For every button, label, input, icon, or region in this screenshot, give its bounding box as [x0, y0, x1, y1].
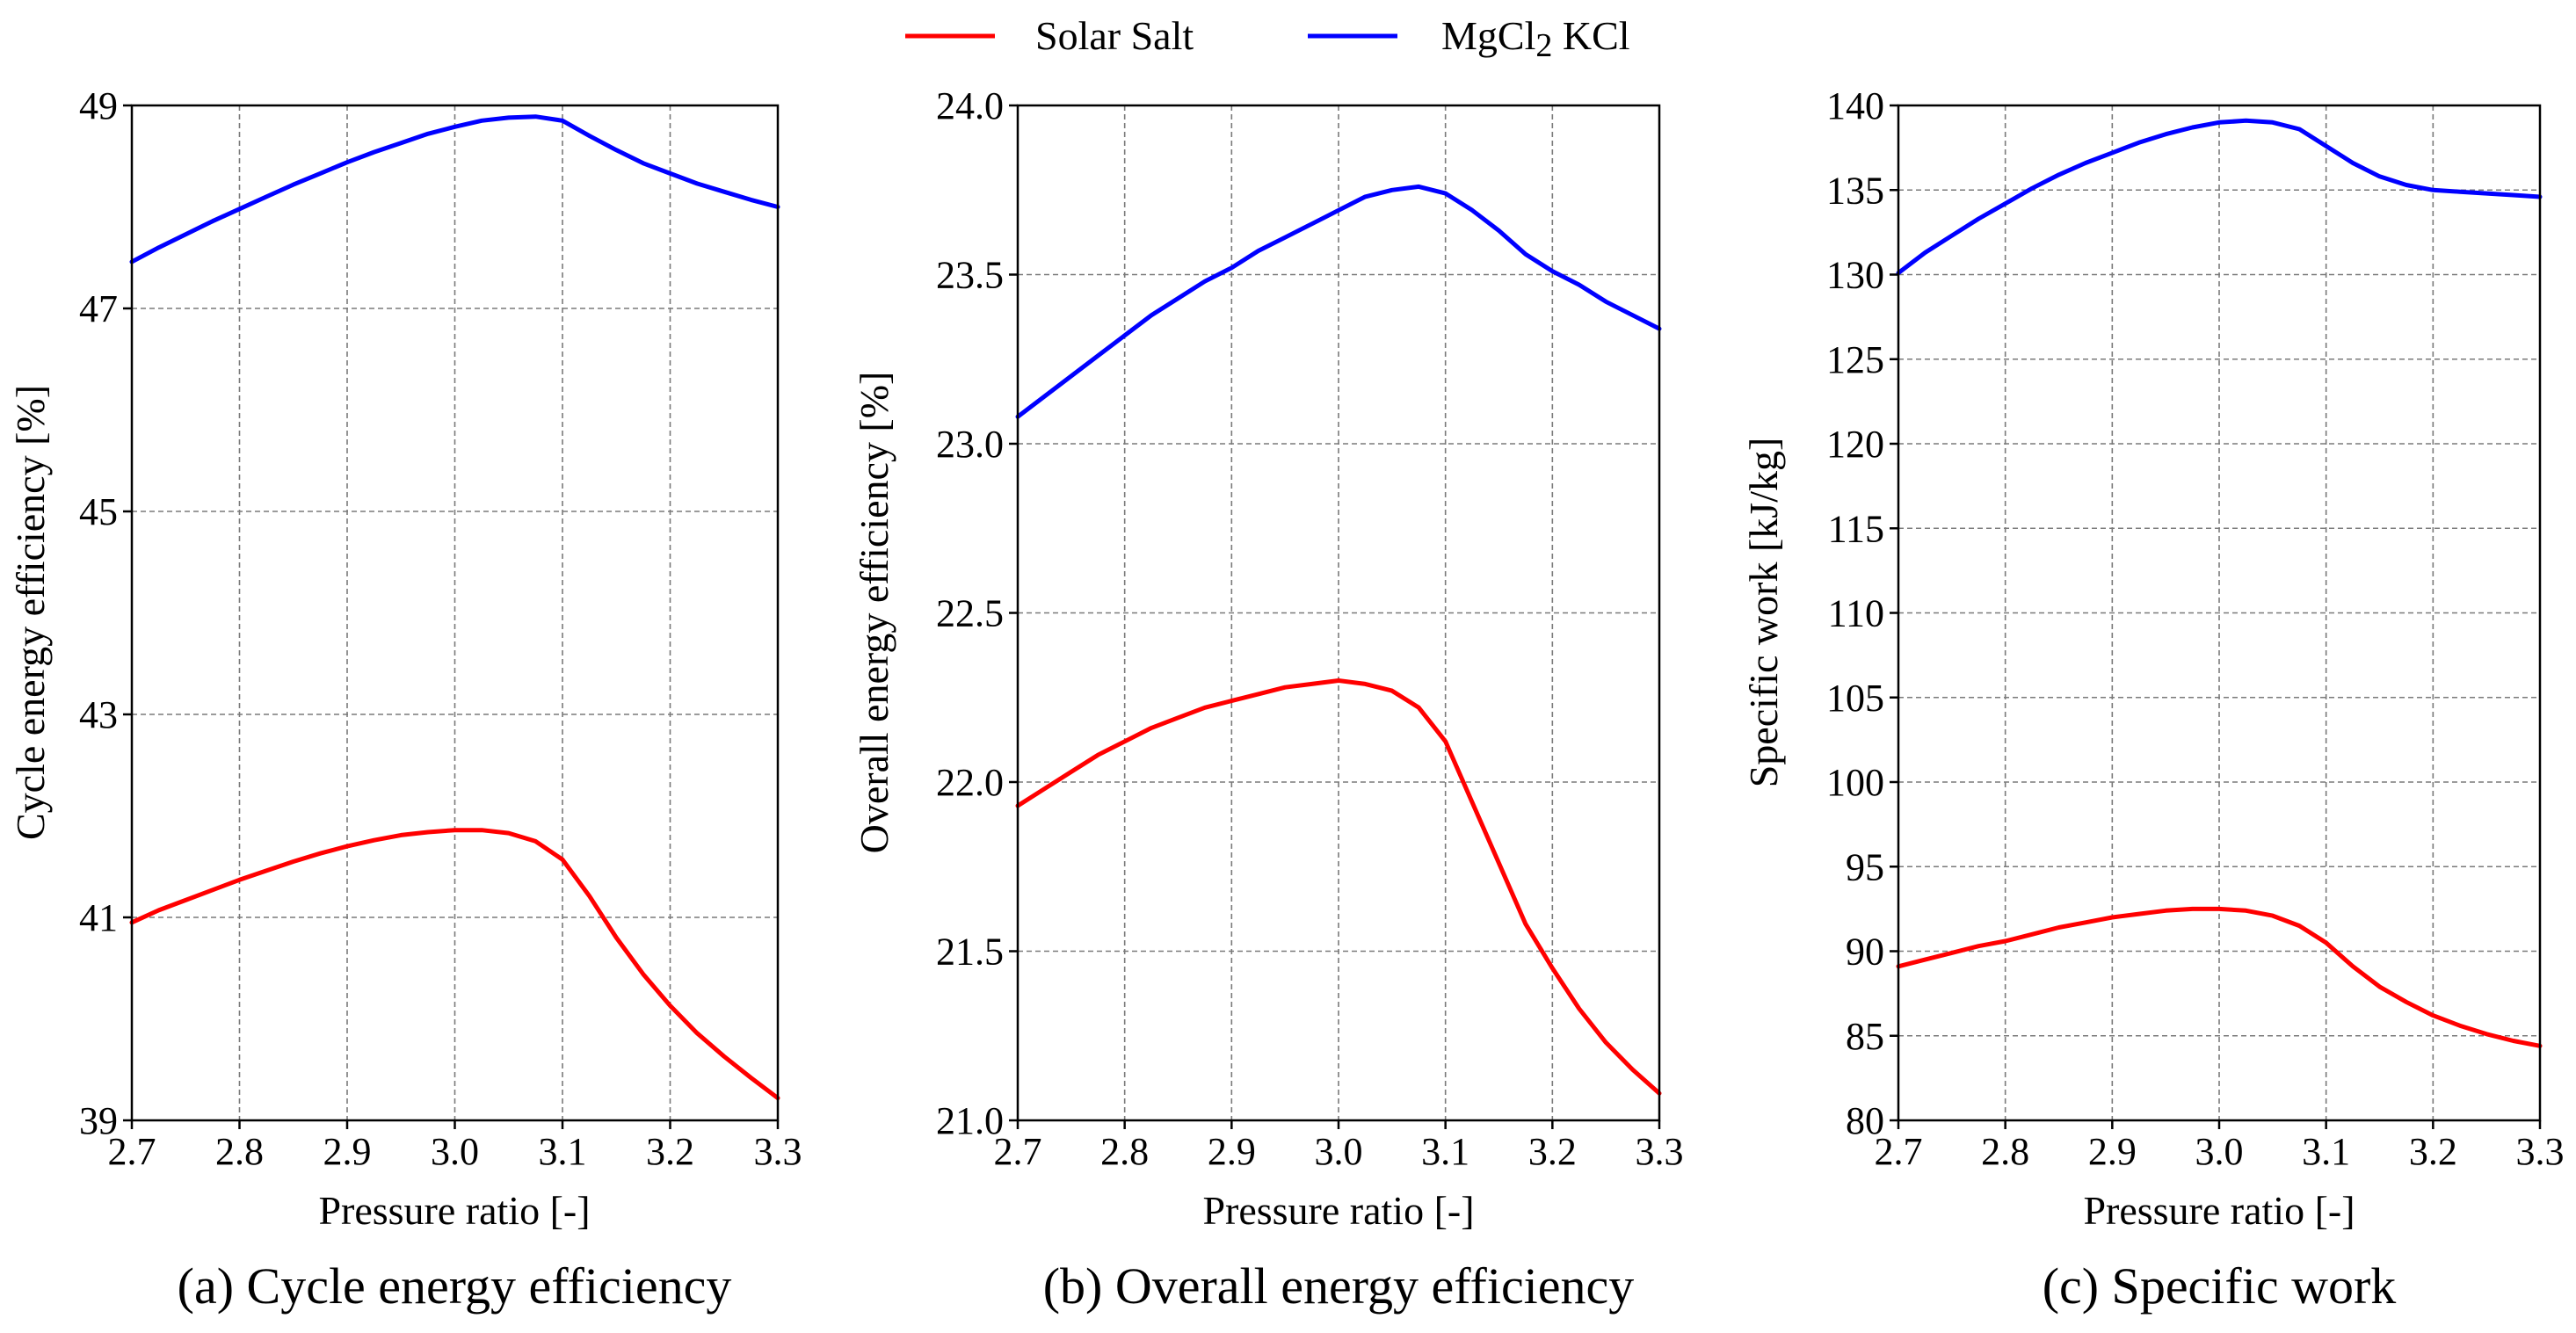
y-tick-label: 135: [1826, 169, 1884, 212]
legend-label-solar-salt: Solar Salt: [1035, 13, 1194, 58]
y-tick-label: 23.0: [936, 423, 1004, 466]
y-axis-label: Overall energy efficiency [%]: [852, 372, 896, 854]
series-line-solar-salt: [129, 828, 780, 1101]
y-tick-label: 125: [1826, 338, 1884, 381]
panel-caption: (a) Cycle energy efficiency: [178, 1257, 732, 1315]
legend: Solar Salt MgCl2 KCl: [905, 13, 1630, 64]
panel-overall-energy-efficiency: 2.7 2.8 2.9 3.0 3.1 3.2 3.3 21.0 21.5 22.0 22.5 23.…: [852, 84, 1684, 1315]
x-tick-label: 3.0: [2195, 1130, 2244, 1173]
x-tick-label: 3.2: [646, 1130, 694, 1173]
x-tick-label: 2.9: [323, 1130, 372, 1173]
y-tick-label: 90: [1846, 931, 1884, 974]
x-tick-label: 2.7: [994, 1130, 1042, 1173]
y-tick-label: 140: [1826, 84, 1884, 127]
y-tick-label: 21.0: [936, 1099, 1004, 1142]
y-tick-label: 105: [1826, 677, 1884, 720]
y-tick-label: 24.0: [936, 84, 1004, 127]
y-tick-label: 49: [79, 84, 118, 127]
y-tick-label: 47: [79, 287, 118, 330]
y-tick-label: 43: [79, 693, 118, 736]
x-tick-label: 2.8: [215, 1130, 264, 1173]
y-axis-label: Cycle energy efficiency [%]: [8, 385, 53, 840]
x-tick-label: 2.9: [1208, 1130, 1256, 1173]
x-tick-label: 3.0: [431, 1130, 479, 1173]
x-axis-label: Pressure ratio [-]: [318, 1188, 590, 1233]
series-lines: [1015, 184, 1662, 1096]
x-tick-label: 2.9: [2088, 1130, 2137, 1173]
y-tick-label: 95: [1846, 845, 1884, 888]
x-tick-label: 2.8: [1100, 1130, 1149, 1173]
axis-ticks: 2.7 2.8 2.9 3.0 3.1 3.2 3.3 80 85 90 95 100 105 110 11…: [1826, 84, 2565, 1173]
y-tick-label: 130: [1826, 254, 1884, 297]
y-tick-label: 45: [79, 490, 118, 533]
y-tick-label: 110: [1828, 592, 1884, 635]
y-tick-label: 85: [1846, 1015, 1884, 1058]
y-axis-label: Specific work [kJ/kg]: [1741, 438, 1786, 788]
y-tick-label: 22.0: [936, 761, 1004, 804]
panel-specific-work: 2.7 2.8 2.9 3.0 3.1 3.2 3.3 80 85 90 95 100 105 110 11…: [1741, 84, 2565, 1315]
series-line-solar-salt: [1896, 906, 2543, 1048]
x-tick-label: 3.2: [2409, 1130, 2457, 1173]
x-tick-label: 3.1: [539, 1130, 587, 1173]
axis-ticks: 2.7 2.8 2.9 3.0 3.1 3.2 3.3 39 41 43 45 47 49: [79, 84, 802, 1173]
series-lines: [129, 114, 780, 1101]
y-tick-label: 23.5: [936, 254, 1004, 297]
x-axis-label: Pressure ratio [-]: [1202, 1188, 1474, 1233]
panel-caption: (b) Overall energy efficiency: [1043, 1257, 1635, 1315]
x-tick-label: 3.3: [754, 1130, 802, 1173]
grid-lines: [132, 105, 778, 1120]
series-lines: [1896, 118, 2543, 1048]
y-tick-label: 21.5: [936, 931, 1004, 974]
series-line-solar-salt: [1015, 678, 1662, 1096]
y-tick-label: 41: [79, 896, 118, 939]
axis-ticks: 2.7 2.8 2.9 3.0 3.1 3.2 3.3 21.0 21.5 22.0 22.5 23.…: [936, 84, 1684, 1173]
x-tick-label: 3.0: [1315, 1130, 1363, 1173]
series-line-mgcl2-kcl: [1896, 118, 2543, 276]
grid-lines: [1018, 105, 1659, 1120]
y-tick-label: 100: [1826, 761, 1884, 804]
series-line-mgcl2-kcl: [1015, 184, 1662, 419]
x-tick-label: 3.3: [1636, 1130, 1684, 1173]
x-tick-label: 3.3: [2516, 1130, 2565, 1173]
y-tick-label: 120: [1826, 423, 1884, 466]
grid-lines: [1898, 105, 2540, 1120]
panel-caption: (c) Specific work: [2043, 1257, 2397, 1315]
x-tick-label: 2.8: [1981, 1130, 2029, 1173]
y-tick-label: 115: [1828, 507, 1884, 550]
legend-item-mgcl2-kcl: MgCl2 KCl: [1308, 13, 1630, 64]
x-tick-label: 3.1: [1421, 1130, 1469, 1173]
x-axis-label: Pressure ratio [-]: [2083, 1188, 2355, 1233]
x-tick-label: 2.7: [108, 1130, 156, 1173]
x-tick-label: 3.1: [2302, 1130, 2350, 1173]
series-line-mgcl2-kcl: [129, 114, 780, 264]
y-tick-label: 22.5: [936, 592, 1004, 635]
panel-cycle-energy-efficiency: 2.7 2.8 2.9 3.0 3.1 3.2 3.3 39 41 43 45 47 49 Pressu…: [8, 84, 802, 1315]
y-tick-label: 39: [79, 1099, 118, 1142]
y-tick-label: 80: [1846, 1099, 1884, 1142]
legend-label-mgcl2-kcl: MgCl2 KCl: [1441, 13, 1630, 64]
x-tick-label: 3.2: [1528, 1130, 1577, 1173]
legend-item-solar-salt: Solar Salt: [905, 13, 1194, 58]
x-tick-label: 2.7: [1875, 1130, 1923, 1173]
